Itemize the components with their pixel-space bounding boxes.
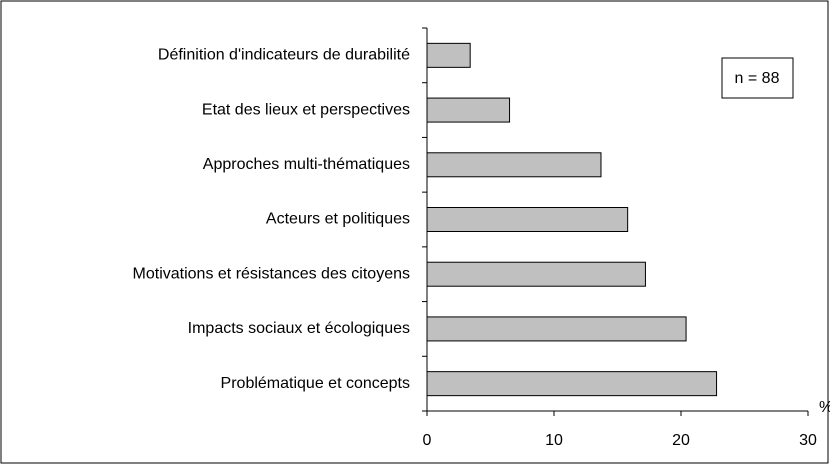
bar bbox=[426, 207, 629, 232]
bar bbox=[426, 371, 718, 397]
y-tick-label: Approches multi-thématiques bbox=[203, 156, 410, 173]
x-tick-label: 0 bbox=[423, 432, 432, 449]
bar bbox=[426, 42, 471, 68]
bar bbox=[426, 316, 687, 342]
bar bbox=[426, 97, 511, 123]
bar bbox=[426, 152, 602, 178]
x-tick-label: 30 bbox=[799, 432, 817, 449]
y-tick-label: Impacts sociaux et écologiques bbox=[188, 320, 410, 337]
y-tick-label: Motivations et résistances des citoyens bbox=[133, 265, 410, 282]
y-tick-label: Définition d'indicateurs de durabilité bbox=[158, 47, 410, 64]
y-tick-label: Problématique et concepts bbox=[221, 375, 410, 392]
x-tick-label: 10 bbox=[545, 432, 563, 449]
bar bbox=[426, 261, 646, 287]
x-tick-label: 20 bbox=[672, 432, 690, 449]
x-axis-label: % bbox=[819, 399, 830, 416]
y-tick-label: Acteurs et politiques bbox=[266, 211, 410, 228]
y-tick-label: Etat des lieux et perspectives bbox=[202, 101, 410, 118]
annotation-box bbox=[721, 57, 794, 99]
annotation: n = 88 bbox=[735, 70, 780, 87]
